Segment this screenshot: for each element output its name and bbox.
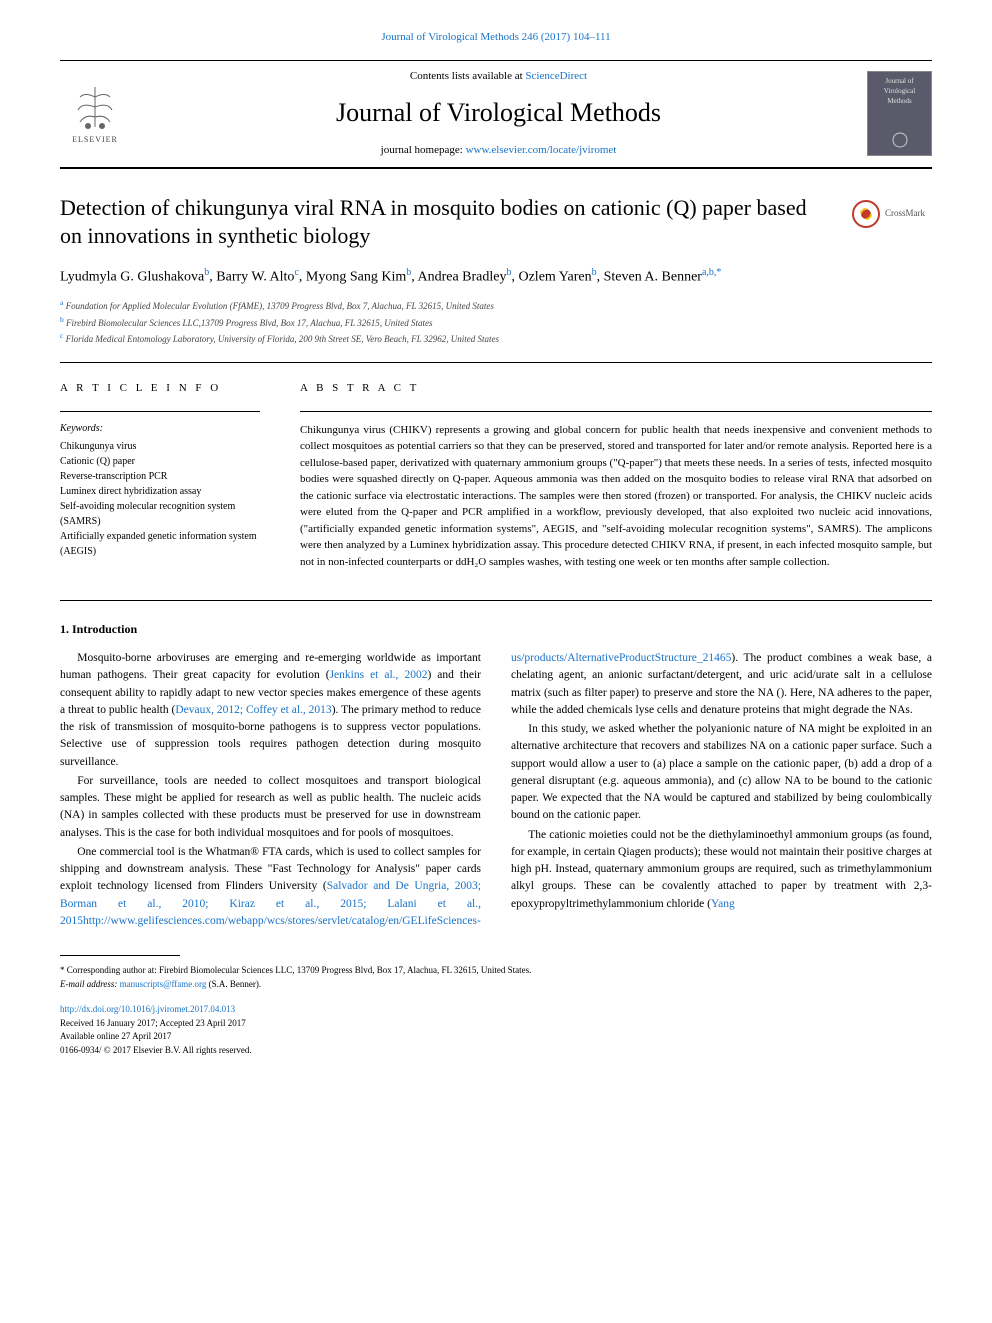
- abstract-heading: A B S T R A C T: [300, 381, 932, 396]
- keyword-item: Self-avoiding molecular recognition syst…: [60, 499, 260, 529]
- affiliation-line: b Firebird Biomolecular Sciences LLC,137…: [60, 314, 932, 331]
- article-title: Detection of chikungunya viral RNA in mo…: [60, 194, 832, 251]
- keywords-list: Chikungunya virusCationic (Q) paperRever…: [60, 439, 260, 559]
- homepage-link[interactable]: www.elsevier.com/locate/jviromet: [466, 144, 617, 156]
- copyright-line: 0166-0934/ © 2017 Elsevier B.V. All righ…: [60, 1045, 252, 1055]
- header-center: Contents lists available at ScienceDirec…: [130, 69, 867, 158]
- body-text: Mosquito-borne arboviruses are emerging …: [60, 650, 932, 930]
- corresponding-author-note: * Corresponding author at: Firebird Biom…: [60, 964, 932, 978]
- crossmark-label: CrossMark: [885, 207, 925, 220]
- abstract-column: A B S T R A C T Chikungunya virus (CHIKV…: [300, 381, 932, 571]
- body-paragraph: The cationic moieties could not be the d…: [511, 827, 932, 913]
- citation-link[interactable]: Devaux, 2012; Coffey et al., 2013: [175, 704, 331, 716]
- keyword-item: Cationic (Q) paper: [60, 454, 260, 469]
- info-divider: [60, 411, 260, 412]
- cover-graphic-icon: [890, 130, 910, 150]
- header-bar: ELSEVIER Contents lists available at Sci…: [60, 60, 932, 168]
- crossmark-icon: [852, 200, 880, 228]
- abstract-text: Chikungunya virus (CHIKV) represents a g…: [300, 422, 932, 571]
- email-label: E-mail address:: [60, 979, 120, 989]
- elsevier-tree-icon: [70, 82, 120, 132]
- keyword-item: Chikungunya virus: [60, 439, 260, 454]
- received-line: Received 16 January 2017; Accepted 23 Ap…: [60, 1018, 246, 1028]
- doi-link[interactable]: http://dx.doi.org/10.1016/j.jviromet.201…: [60, 1004, 235, 1014]
- cover-title: Journal of Virological Methods: [873, 77, 926, 106]
- section-divider: [60, 362, 932, 363]
- sciencedirect-link[interactable]: ScienceDirect: [525, 70, 587, 82]
- body-paragraph: Mosquito-borne arboviruses are emerging …: [60, 650, 481, 771]
- available-line: Available online 27 April 2017: [60, 1031, 171, 1041]
- citation-link[interactable]: Yang: [711, 898, 735, 910]
- title-row: Detection of chikungunya viral RNA in mo…: [60, 194, 932, 251]
- article-info-heading: A R T I C L E I N F O: [60, 381, 260, 396]
- email-link[interactable]: manuscripts@ffame.org: [120, 979, 207, 989]
- journal-name: Journal of Virological Methods: [130, 95, 867, 131]
- authors-list: Lyudmyla G. Glushakovab, Barry W. Altoc,…: [60, 266, 932, 287]
- doi-block: http://dx.doi.org/10.1016/j.jviromet.201…: [60, 1003, 932, 1057]
- footer-divider: [60, 955, 180, 956]
- affiliation-line: a Foundation for Applied Molecular Evolu…: [60, 297, 932, 314]
- intro-heading: 1. Introduction: [60, 621, 932, 638]
- keyword-item: Reverse-transcription PCR: [60, 469, 260, 484]
- keyword-item: Artificially expanded genetic informatio…: [60, 529, 260, 559]
- citation-link[interactable]: Jenkins et al., 2002: [330, 669, 428, 681]
- email-suffix: (S.A. Benner).: [206, 979, 261, 989]
- section-divider-2: [60, 600, 932, 601]
- journal-cover-thumbnail[interactable]: Journal of Virological Methods: [867, 71, 932, 156]
- homepage-prefix: journal homepage:: [381, 144, 466, 156]
- elsevier-logo[interactable]: ELSEVIER: [60, 74, 130, 154]
- body-paragraph: In this study, we asked whether the poly…: [511, 721, 932, 825]
- crossmark-badge[interactable]: CrossMark: [852, 194, 932, 234]
- keyword-item: Luminex direct hybridization assay: [60, 484, 260, 499]
- contents-line: Contents lists available at ScienceDirec…: [130, 69, 867, 84]
- info-abstract-row: A R T I C L E I N F O Keywords: Chikungu…: [60, 381, 932, 571]
- keywords-label: Keywords:: [60, 422, 260, 436]
- contents-prefix: Contents lists available at: [410, 70, 525, 82]
- article-info-column: A R T I C L E I N F O Keywords: Chikungu…: [60, 381, 260, 571]
- elsevier-wordmark: ELSEVIER: [72, 134, 118, 145]
- affiliation-line: c Florida Medical Entomology Laboratory,…: [60, 330, 932, 347]
- email-line: E-mail address: manuscripts@ffame.org (S…: [60, 978, 932, 992]
- body-paragraph: For surveillance, tools are needed to co…: [60, 773, 481, 842]
- affiliations: a Foundation for Applied Molecular Evolu…: [60, 297, 932, 347]
- abstract-divider: [300, 411, 932, 412]
- top-journal-link[interactable]: Journal of Virological Methods 246 (2017…: [60, 30, 932, 45]
- homepage-line: journal homepage: www.elsevier.com/locat…: [130, 143, 867, 158]
